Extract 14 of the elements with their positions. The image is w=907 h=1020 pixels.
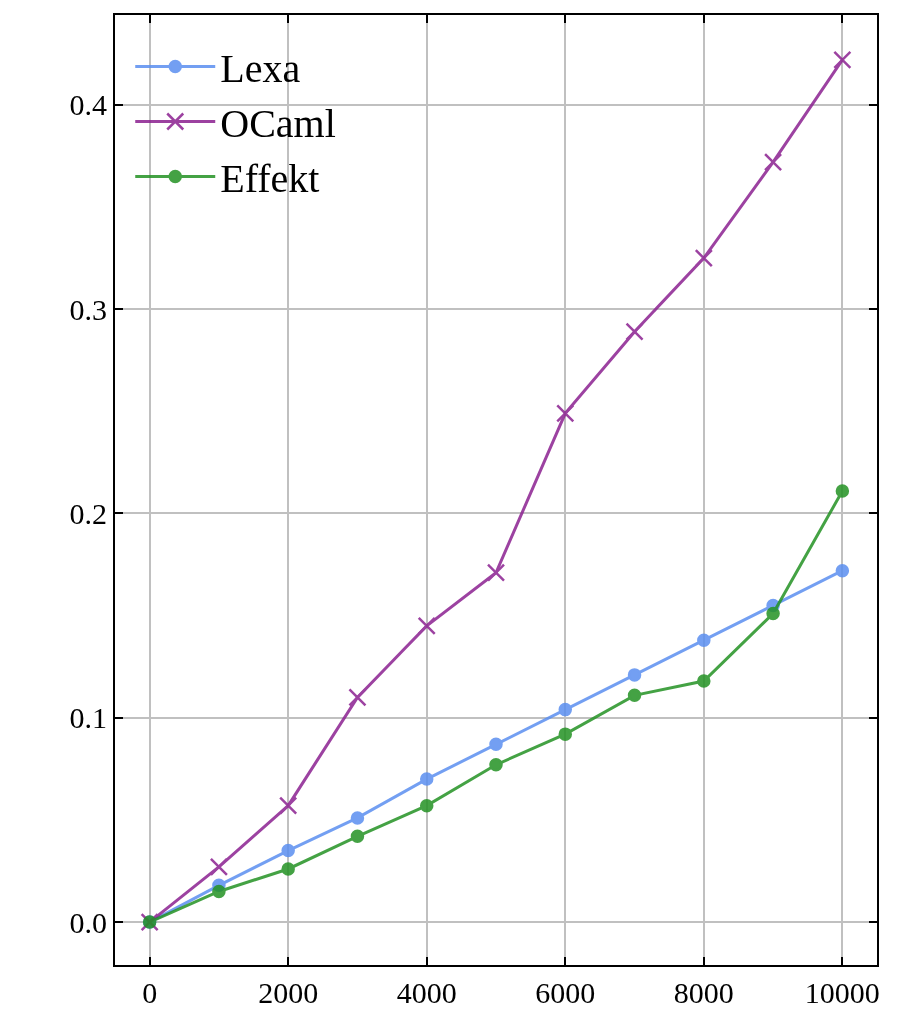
legend-label: Effekt bbox=[220, 156, 320, 202]
legend-label: Lexa bbox=[220, 46, 301, 92]
legend-label: OCaml bbox=[220, 101, 336, 147]
x-tick-label: 2000 bbox=[258, 976, 319, 1009]
x-tick-label: 10000 bbox=[804, 976, 880, 1009]
x-tick-label: 6000 bbox=[535, 976, 596, 1009]
x-tick-label: 4000 bbox=[396, 976, 457, 1009]
y-tick-label: 0.1 bbox=[69, 701, 107, 735]
x-tick-label: 8000 bbox=[673, 976, 734, 1009]
x-tick-label: 0 bbox=[142, 976, 158, 1009]
y-tick-label: 0.2 bbox=[69, 496, 107, 530]
y-tick-label: 0.0 bbox=[69, 905, 107, 939]
y-tick-label: 0.4 bbox=[69, 88, 107, 122]
y-tick-label: 0.3 bbox=[69, 292, 107, 326]
